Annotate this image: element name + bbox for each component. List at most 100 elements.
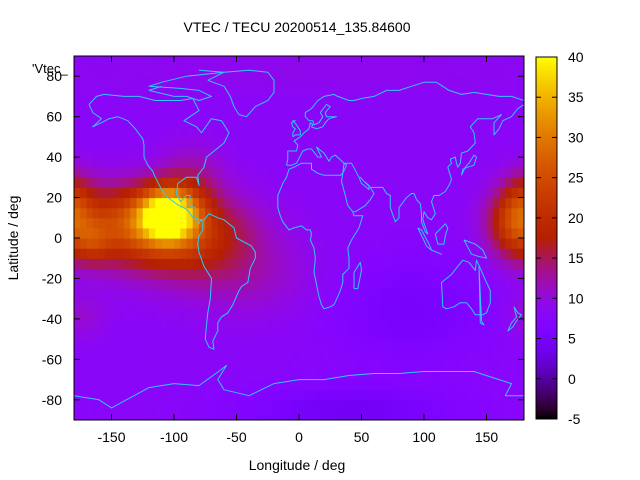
heatmap-cell xyxy=(411,227,419,239)
heatmap-cell xyxy=(136,409,144,420)
heatmap-cell xyxy=(336,56,344,67)
heatmap-cell xyxy=(99,349,106,360)
heatmap-cell xyxy=(486,86,494,98)
heatmap-cell xyxy=(167,106,175,118)
heatmap-cell xyxy=(242,217,250,229)
heatmap-cell xyxy=(336,248,344,259)
heatmap-cell xyxy=(230,86,238,98)
heatmap-cell xyxy=(511,409,519,420)
heatmap-cell xyxy=(299,136,306,148)
heatmap-cell xyxy=(92,187,100,199)
heatmap-cell xyxy=(161,248,169,259)
heatmap-cell xyxy=(505,379,513,391)
heatmap-cell xyxy=(92,177,100,189)
heatmap-cell xyxy=(467,318,475,330)
heatmap-cell xyxy=(417,106,425,118)
heatmap-cell xyxy=(480,126,488,138)
heatmap-cell xyxy=(111,177,119,189)
heatmap-cell xyxy=(367,66,375,77)
heatmap-cell xyxy=(486,329,494,340)
heatmap-cell xyxy=(161,187,169,199)
heatmap-cell xyxy=(180,308,188,320)
heatmap-cell xyxy=(367,268,375,280)
heatmap-cell xyxy=(255,227,263,239)
heatmap-cell xyxy=(442,126,450,138)
heatmap-cell xyxy=(280,86,288,98)
heatmap-cell xyxy=(480,298,488,310)
heatmap-cell xyxy=(442,217,450,229)
heatmap-cell xyxy=(217,157,225,168)
heatmap-cell xyxy=(174,379,181,391)
heatmap-cell xyxy=(417,187,425,199)
heatmap-cell xyxy=(111,96,119,108)
heatmap-cell xyxy=(492,56,500,67)
heatmap-cell xyxy=(405,379,413,391)
heatmap-cell xyxy=(349,258,356,269)
heatmap-cell xyxy=(86,76,94,87)
heatmap-cell xyxy=(111,329,119,340)
heatmap-cell xyxy=(399,86,406,98)
heatmap-cell xyxy=(374,238,381,249)
heatmap-cell xyxy=(380,106,388,118)
heatmap-cell xyxy=(211,248,219,259)
heatmap-cell xyxy=(286,268,294,280)
heatmap-cell xyxy=(230,177,238,189)
heatmap-cell xyxy=(74,86,81,98)
heatmap-cell xyxy=(255,339,263,350)
heatmap-cell xyxy=(417,157,425,168)
heatmap-cell xyxy=(192,339,200,350)
heatmap-cell xyxy=(286,308,294,320)
coastline xyxy=(370,104,524,235)
heatmap-cell xyxy=(311,167,319,178)
heatmap-cell xyxy=(155,399,163,411)
heatmap-cell xyxy=(99,56,106,67)
heatmap-cell xyxy=(442,329,450,340)
heatmap-cell xyxy=(80,56,88,67)
heatmap-cell xyxy=(324,298,331,310)
heatmap-cell xyxy=(361,329,369,340)
heatmap-cell xyxy=(442,76,450,87)
heatmap-cell xyxy=(274,66,281,77)
heatmap-cell xyxy=(349,379,356,391)
heatmap-cell xyxy=(136,308,144,320)
heatmap-cell xyxy=(355,187,363,199)
y-axis-label: Latitude / deg xyxy=(5,196,21,281)
heatmap-cell xyxy=(86,329,94,340)
heatmap-cell xyxy=(480,167,488,178)
heatmap-cell xyxy=(430,318,438,330)
heatmap-cell xyxy=(155,76,163,87)
heatmap-cell xyxy=(92,329,100,340)
heatmap-cell xyxy=(386,136,394,148)
heatmap-cell xyxy=(224,187,231,199)
heatmap-cell xyxy=(374,86,381,98)
heatmap-cell xyxy=(374,379,381,391)
heatmap-cell xyxy=(355,227,363,239)
heatmap-cell xyxy=(355,379,363,391)
heatmap-cell xyxy=(192,349,200,360)
heatmap-cell xyxy=(392,329,400,340)
heatmap-cell xyxy=(80,227,88,239)
heatmap-cell xyxy=(199,116,206,128)
heatmap-cell xyxy=(286,56,294,67)
heatmap-cell xyxy=(436,167,444,178)
heatmap-cell xyxy=(386,66,394,77)
heatmap-cell xyxy=(161,167,169,178)
heatmap-cell xyxy=(430,56,438,67)
heatmap-cell xyxy=(211,136,219,148)
heatmap-cell xyxy=(336,389,344,401)
y-tick-label: 40 xyxy=(46,149,62,165)
heatmap-cell xyxy=(349,308,356,320)
heatmap-cell xyxy=(449,207,456,219)
heatmap-cell xyxy=(355,329,363,340)
heatmap-cell xyxy=(517,66,524,77)
heatmap-cell xyxy=(417,147,425,158)
coastline xyxy=(148,69,225,101)
heatmap-cell xyxy=(449,349,456,360)
heatmap-cell xyxy=(517,278,524,290)
coastline xyxy=(434,223,449,245)
heatmap-cell xyxy=(255,349,263,360)
heatmap-cell xyxy=(442,268,450,280)
heatmap-cell xyxy=(505,116,513,128)
